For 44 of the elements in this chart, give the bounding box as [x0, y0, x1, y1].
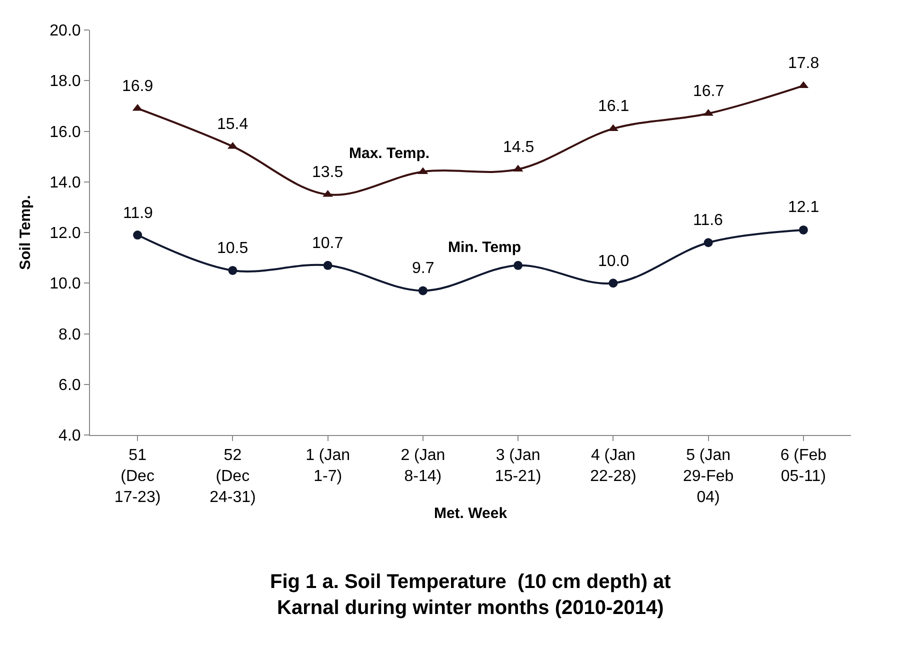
data-label: 11.9 — [123, 205, 154, 222]
data-label: 15.4 — [217, 116, 248, 133]
data-label: 12.1 — [788, 199, 820, 216]
data-label: 10.7 — [312, 235, 344, 252]
x-tick-label: 51 (Dec 17-23) — [114, 447, 161, 506]
x-tick-label: 52 (Dec 24-31) — [210, 447, 256, 506]
point — [228, 266, 238, 275]
point — [133, 230, 142, 240]
data-label: 14.5 — [503, 139, 534, 156]
y-axis-title: Soil Temp. — [16, 195, 34, 270]
point — [418, 286, 428, 296]
data-label: 13.5 — [312, 164, 344, 181]
x-tick-label: 1 (Jan 1-7) — [306, 447, 350, 485]
point — [608, 278, 618, 288]
text: Fig 1 a. Soil Temperature (10 cm depth) at Karnal during winter months (2010-2014) — [270, 571, 672, 619]
x-axis-title: Met. Week — [434, 504, 508, 522]
data-label: 10.5 — [217, 240, 248, 257]
y-tick-label: 10.0 — [50, 276, 81, 293]
y-tick-label: 4.0 — [58, 428, 81, 445]
data-label: 16.9 — [122, 78, 154, 95]
y-tick-label: 12.0 — [50, 225, 81, 242]
y-tick-label: 14.0 — [50, 174, 81, 192]
y-tick-label: 16.0 — [50, 124, 81, 141]
y-tick-label: 20.0 — [50, 22, 81, 40]
x-tick-label: 3 (Jan 15-21) — [494, 447, 542, 485]
point — [323, 260, 332, 270]
x-tick-label: 5 (Jan 29-Feb 04) — [682, 447, 734, 506]
y-tick-label: 8.0 — [58, 326, 81, 344]
series-label: Max. Temp. — [349, 145, 430, 162]
point — [514, 260, 523, 270]
point — [798, 225, 808, 234]
series-label: Min. Temp — [448, 239, 522, 256]
x-tick-label: 2 (Jan 8-14) — [400, 447, 446, 485]
point — [704, 238, 713, 248]
data-label: 17.8 — [788, 55, 820, 72]
x-tick-label: 4 (Jan 22-28) — [590, 447, 636, 485]
x-tick-label: 6 (Feb 05-11) — [780, 447, 827, 485]
data-label: 10.0 — [598, 253, 630, 270]
data-label: 16.7 — [693, 83, 724, 100]
data-label: 16.1 — [598, 98, 630, 115]
y-tick-label: 18.0 — [50, 73, 81, 90]
y-tick-label: 6.0 — [58, 376, 81, 394]
data-label: 11.6 — [693, 212, 724, 229]
data-label: 9.7 — [412, 260, 434, 277]
